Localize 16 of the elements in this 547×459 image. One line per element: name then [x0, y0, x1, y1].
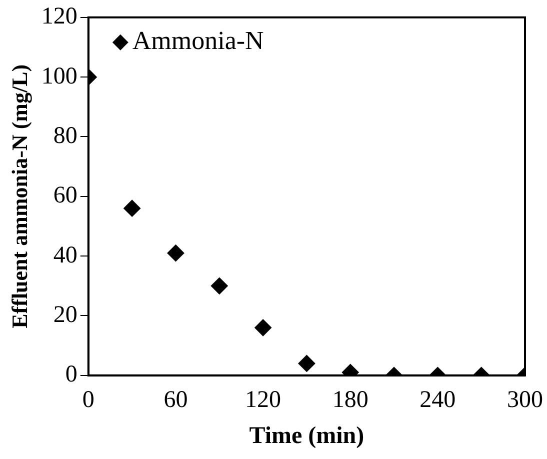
y-tick-label: 40 — [53, 242, 78, 268]
x-tick-label: 60 — [164, 387, 188, 414]
y-tick-label: 20 — [53, 302, 78, 328]
y-axis-title: Effluent ammonia-N (mg/L) — [6, 64, 32, 328]
x-tick-label: 120 — [245, 387, 282, 414]
y-tick-label: 80 — [53, 123, 78, 150]
x-tick-label: 300 — [507, 387, 543, 414]
y-tick-label: 0 — [65, 362, 78, 388]
y-tick-label: 100 — [41, 63, 78, 90]
legend-label: Ammonia-N — [132, 26, 264, 56]
x-axis-title: Time (min) — [249, 422, 364, 449]
y-tick-label: 120 — [41, 4, 78, 30]
x-tick-label: 0 — [82, 387, 94, 414]
x-tick-label: 180 — [332, 387, 368, 414]
y-tick-label: 60 — [53, 182, 78, 209]
x-tick-label: 240 — [420, 387, 456, 414]
